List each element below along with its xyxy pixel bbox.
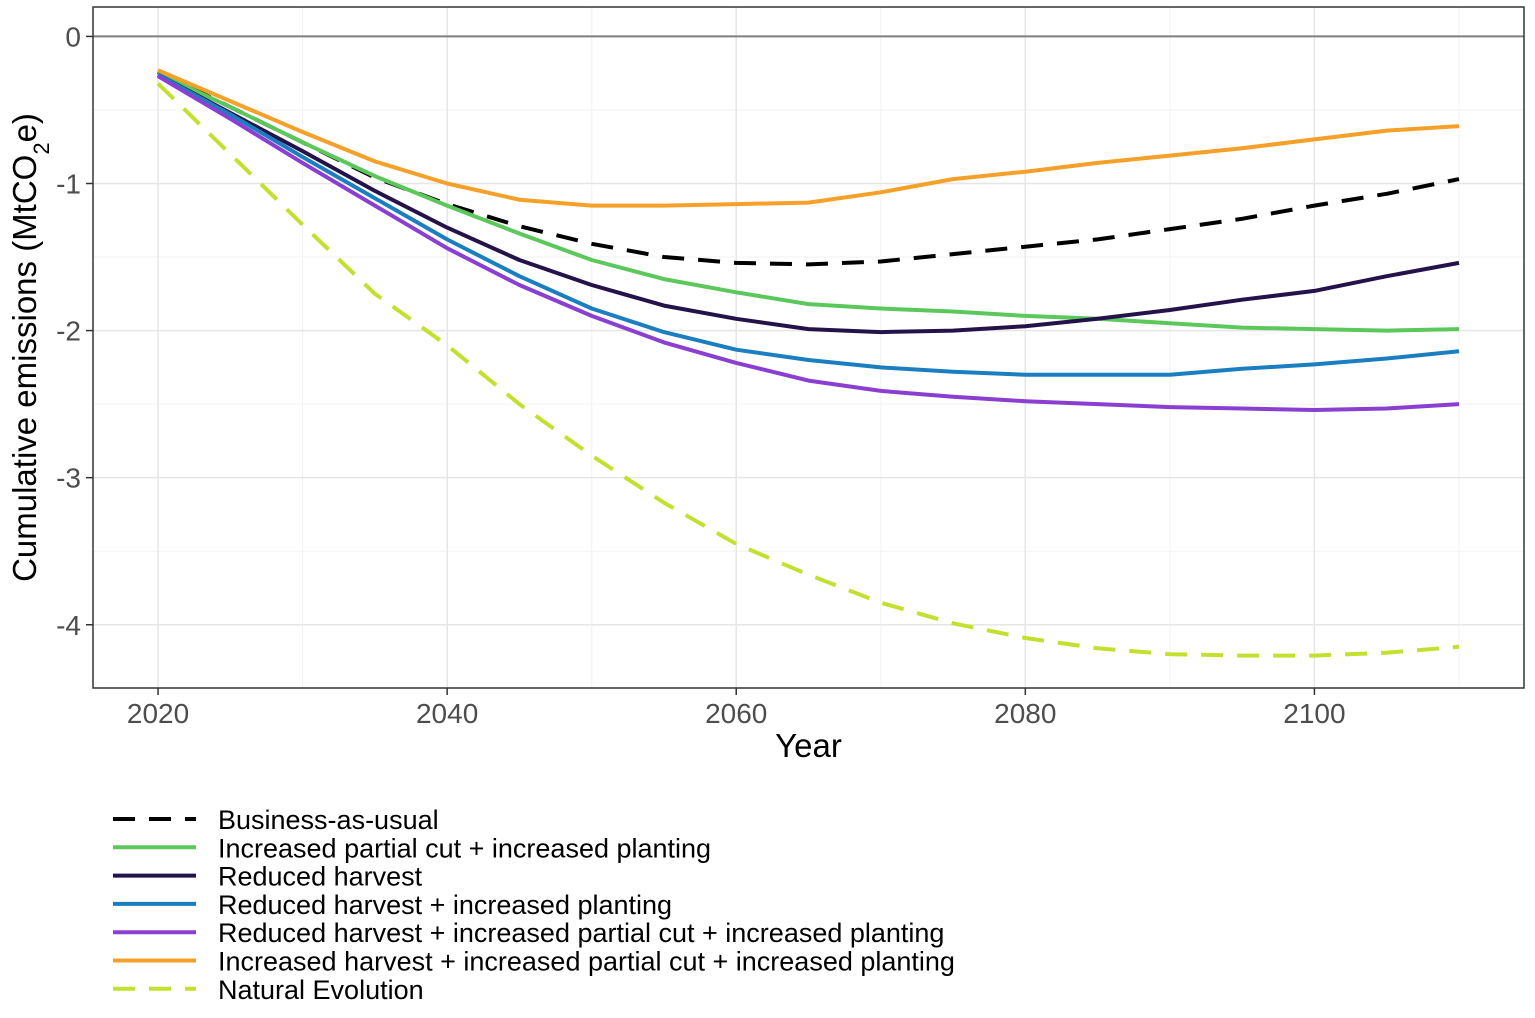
x-tick-label: 2020 (127, 698, 189, 729)
series-line-7 (156, 82, 1460, 658)
y-tick-label: -1 (56, 169, 81, 200)
y-axis-title-suffix: e) (6, 113, 43, 142)
y-tick-label: -3 (56, 463, 81, 494)
y-axis-title-subscript: 2 (29, 142, 54, 154)
y-tick-label: 0 (65, 21, 81, 52)
x-tick-label: 2100 (1283, 698, 1345, 729)
y-tick-label: -4 (56, 610, 81, 641)
y-tick-label: -2 (56, 316, 81, 347)
series-line-1 (157, 69, 1460, 267)
x-tick-label: 2060 (705, 698, 767, 729)
legend-label-1: Business-as-usual (218, 805, 439, 835)
legend-label-2: Increased partial cut + increased planti… (218, 833, 711, 863)
plot-frame (92, 6, 1525, 689)
series-lines (156, 68, 1460, 658)
legend-label-7: Natural Evolution (218, 975, 424, 1005)
axis-ticks: 2020 2040 2060 2080 2100 0 -1 -2 -3 -4 (56, 21, 1345, 729)
y-axis-title-main: Cumulative emissions (MtCO (6, 155, 43, 582)
x-tick-label: 2080 (994, 698, 1056, 729)
legend-label-5: Reduced harvest + increased partial cut … (218, 918, 944, 948)
x-tick-label: 2040 (416, 698, 478, 729)
legend-label-6: Increased harvest + increased partial cu… (218, 947, 955, 977)
series-line-4 (157, 72, 1460, 377)
series-line-5 (156, 74, 1460, 412)
series-line-6 (157, 68, 1460, 208)
grid-lines (93, 7, 1524, 688)
y-axis-title: Cumulative emissions (MtCO2e) (6, 113, 54, 582)
legend-label-3: Reduced harvest (218, 862, 423, 892)
legend-label-4: Reduced harvest + increased planting (218, 890, 672, 920)
series-line-3 (157, 72, 1460, 335)
x-axis-title: Year (775, 727, 842, 764)
series-line-2 (157, 71, 1460, 333)
